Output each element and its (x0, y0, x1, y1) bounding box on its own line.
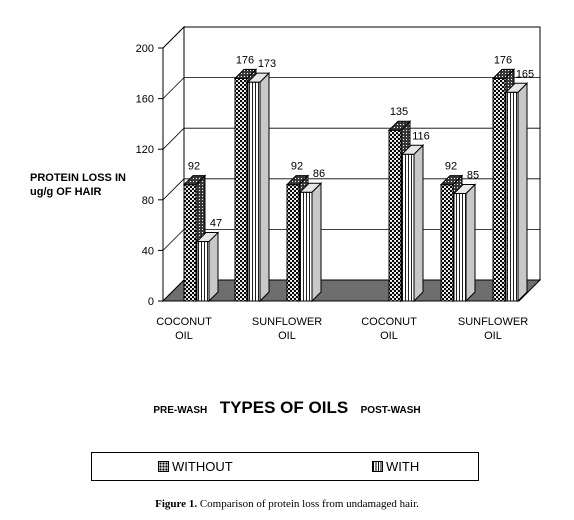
x-tick-label: SUNFLOWER (252, 316, 322, 328)
legend: WITHOUT WITH (91, 452, 479, 481)
bar-without-top (387, 120, 412, 131)
bar-with (298, 182, 323, 303)
value-label-without: 92 (291, 161, 303, 173)
value-label-with: 116 (412, 130, 430, 142)
bar-with-front (196, 241, 210, 302)
x-axis-title-row: PRE-WASH TYPES OF OILS POST-WASH (0, 398, 574, 418)
bar-with-front (453, 192, 467, 302)
y-tick-label: 200 (136, 43, 154, 55)
y-tick-label: 40 (142, 245, 154, 257)
bar-with-side (208, 231, 219, 303)
value-label-without: 92 (188, 161, 200, 173)
bar-without-front (440, 184, 454, 302)
bar-with-side (465, 183, 476, 303)
value-label-with: 173 (258, 58, 276, 70)
legend-item-with: WITH (372, 459, 419, 474)
y-tick-label: 160 (136, 94, 154, 106)
bar-with-top (195, 232, 220, 243)
x-tick-label: OIL (278, 330, 296, 342)
bar-with-top (298, 182, 323, 193)
legend-label-with: WITH (386, 459, 420, 474)
bar-with-side (517, 82, 528, 303)
x-tick-label: SUNFLOWER (458, 316, 528, 328)
x-axis-title: TYPES OF OILS (219, 398, 349, 417)
bar-chart: 0 40 80 120 160 200 92 47 176 173 92 86 135 116 92 85 17… (136, 25, 542, 342)
value-label-without: 176 (236, 54, 254, 66)
value-label-with: 165 (516, 68, 534, 80)
bar-with-top (400, 144, 425, 155)
bar-without-top (491, 68, 516, 79)
x-tick-label: OIL (175, 330, 193, 342)
x-tick-label: COCONUT (361, 316, 417, 328)
bar-with-side (413, 144, 424, 303)
bar-without-front (388, 129, 402, 302)
value-label-with: 86 (313, 168, 325, 180)
bar-without-front (234, 77, 248, 302)
y-axis-label-line-2: ug/g OF HAIR (30, 186, 102, 198)
gridline (162, 127, 540, 150)
side-wall (162, 25, 185, 303)
value-label-without: 92 (445, 161, 457, 173)
bar-with-front (401, 153, 415, 302)
bar-with (400, 144, 425, 303)
figure-caption: Figure 1. Comparison of protein loss fro… (0, 498, 574, 510)
legend-label-without: WITHOUT (172, 459, 233, 474)
bar-without-top (233, 68, 258, 79)
gridline (162, 26, 540, 49)
bar-with (195, 231, 220, 303)
post-wash-label: POST-WASH (360, 405, 421, 416)
y-axis-label: PROTEIN LOSS IN ug/g OF HAIR (30, 171, 126, 199)
bar-with-top (504, 82, 529, 93)
y-axis-label-line-1: PROTEIN LOSS IN (30, 172, 126, 184)
bar-with-top (246, 72, 271, 83)
bar-without-top (439, 175, 464, 186)
value-label-with: 47 (210, 218, 222, 230)
bar-with-side (311, 182, 322, 303)
value-label-without: 176 (494, 54, 512, 66)
y-tick-label: 0 (148, 296, 154, 308)
figure-caption-label: Figure 1. (155, 498, 198, 510)
bar-with (246, 71, 271, 303)
bar-with (504, 82, 529, 303)
bar-without-front (286, 184, 300, 302)
bar-with-top (452, 183, 477, 194)
x-tick-label: COCONUT (156, 316, 212, 328)
x-tick-label: OIL (484, 330, 502, 342)
value-label-without: 135 (390, 106, 408, 118)
bar-with (452, 183, 477, 303)
bar-without-top (285, 175, 310, 186)
bar-without-front (492, 77, 506, 302)
without-swatch-icon (158, 461, 169, 472)
gridline (162, 77, 540, 99)
value-label-with: 85 (467, 169, 479, 181)
bar-without-top (182, 175, 207, 186)
bar-with-front (299, 191, 313, 302)
y-tick-label: 80 (142, 195, 154, 207)
x-tick-label: OIL (380, 330, 398, 342)
y-tick-label: 120 (136, 144, 154, 156)
with-swatch-icon (372, 461, 383, 472)
pre-wash-label: PRE-WASH (153, 405, 208, 416)
bar-without-front (183, 184, 197, 302)
figure-caption-text: Comparison of protein loss from undamage… (199, 498, 419, 510)
bar-with-front (247, 81, 261, 302)
chart-floor (161, 279, 542, 302)
legend-item-without: WITHOUT (158, 459, 233, 474)
bar-with-front (505, 91, 519, 302)
bar-with-side (259, 71, 270, 303)
